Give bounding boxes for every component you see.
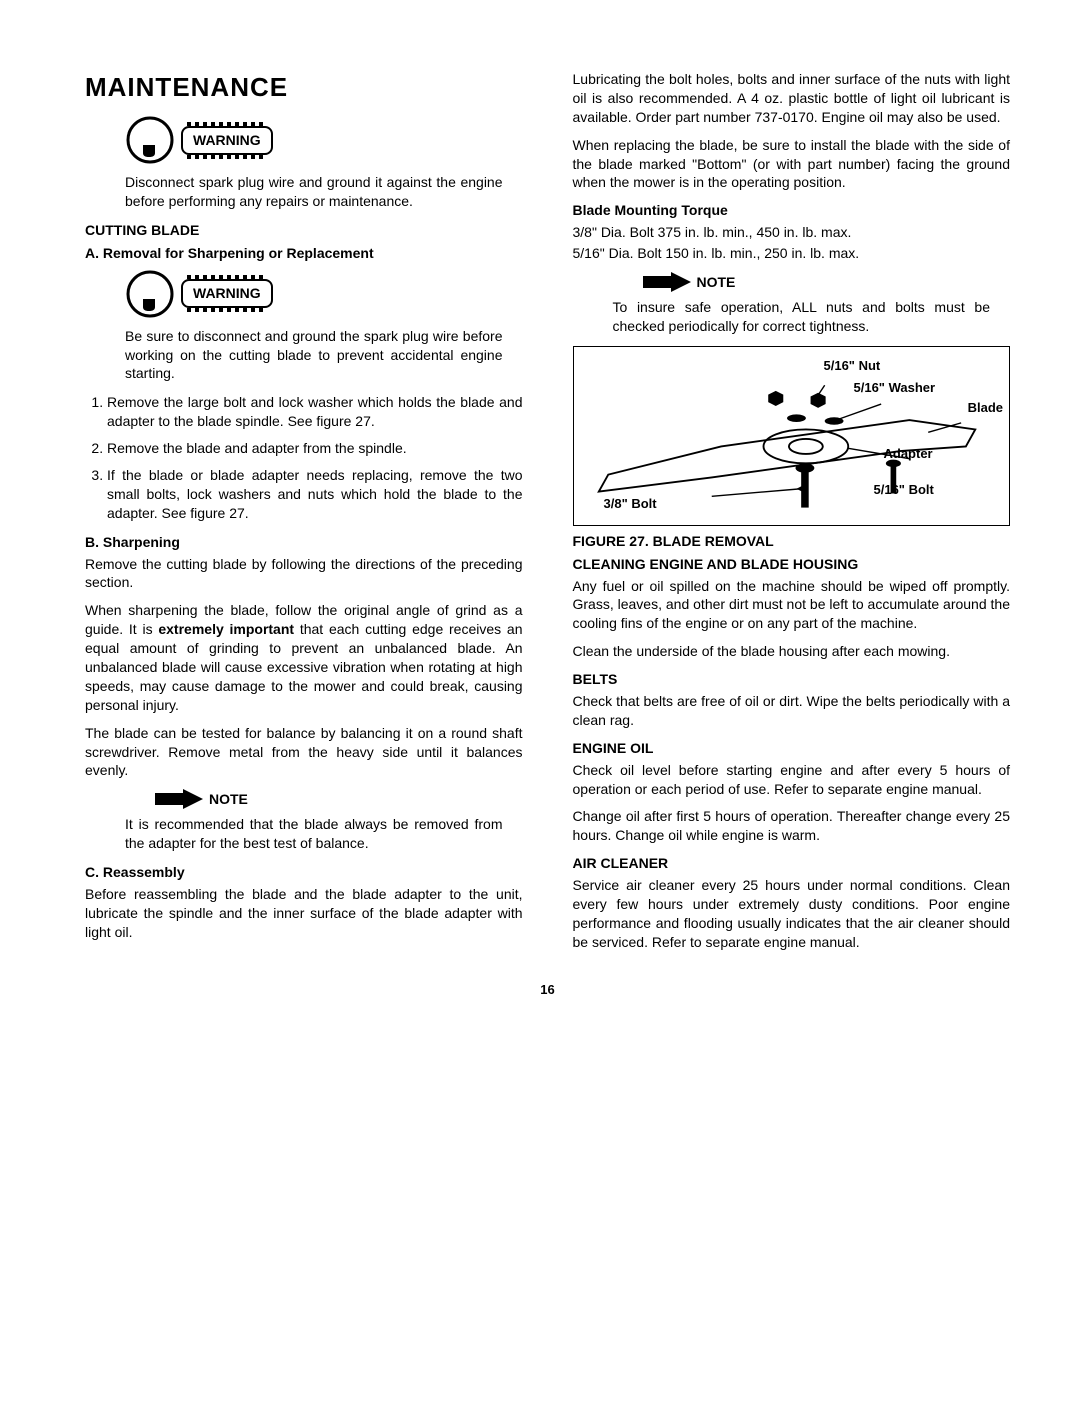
page-title: MAINTENANCE <box>85 70 523 105</box>
arrow-right-icon <box>155 789 203 809</box>
two-column-layout: MAINTENANCE WARNING Disconnect spark plu… <box>85 70 1010 961</box>
belts-p1: Check that belts are free of oil or dirt… <box>573 692 1011 730</box>
heading-belts: BELTS <box>573 670 1011 689</box>
figure-caption: FIGURE 27. BLADE REMOVAL <box>573 532 1011 551</box>
figure-27: 5/16" Nut 5/16" Washer Blade Adapter 3/8… <box>573 346 1011 526</box>
fig-label-adapter: Adapter <box>884 445 933 463</box>
warning-text-2: Be sure to disconnect and ground the spa… <box>125 327 503 384</box>
arrow-right-icon <box>643 272 691 292</box>
fig-label-bolt516: 5/16" Bolt <box>874 481 934 499</box>
fig-label-nut: 5/16" Nut <box>824 357 881 375</box>
lubrication-p1: Lubricating the bolt holes, bolts and in… <box>573 70 1011 127</box>
note-callout-2: NOTE <box>643 272 1011 292</box>
hand-warning-icon <box>125 269 175 319</box>
blade-diagram <box>584 357 1000 517</box>
bold-text: extremely important <box>158 621 294 637</box>
warning-label: WARNING <box>181 126 273 155</box>
list-item: If the blade or blade adapter needs repl… <box>107 466 523 523</box>
warning-callout-1: WARNING <box>125 115 523 165</box>
warning-label: WARNING <box>181 279 273 308</box>
hand-warning-icon <box>125 115 175 165</box>
note-text-2: To insure safe operation, ALL nuts and b… <box>613 298 991 336</box>
note-label: NOTE <box>697 273 736 292</box>
note-callout-1: NOTE <box>155 789 523 809</box>
left-column: MAINTENANCE WARNING Disconnect spark plu… <box>85 70 523 961</box>
heading-sharpening: B. Sharpening <box>85 533 523 552</box>
oil-p2: Change oil after first 5 hours of operat… <box>573 807 1011 845</box>
heading-cleaning: CLEANING ENGINE AND BLADE HOUSING <box>573 555 1011 574</box>
page-number: 16 <box>85 981 1010 999</box>
list-item: Remove the blade and adapter from the sp… <box>107 439 523 458</box>
right-column: Lubricating the bolt holes, bolts and in… <box>573 70 1011 961</box>
fig-label-washer: 5/16" Washer <box>854 379 936 397</box>
reassembly-p1: Before reassembling the blade and the bl… <box>85 885 523 942</box>
heading-removal: A. Removal for Sharpening or Replacement <box>85 244 523 263</box>
heading-bmt: Blade Mounting Torque <box>573 201 1011 220</box>
note-label: NOTE <box>209 790 248 809</box>
heading-air-cleaner: AIR CLEANER <box>573 854 1011 873</box>
oil-p1: Check oil level before starting engine a… <box>573 761 1011 799</box>
air-p1: Service air cleaner every 25 hours under… <box>573 876 1011 952</box>
sharpening-p3: The blade can be tested for balance by b… <box>85 724 523 781</box>
sharpening-p2: When sharpening the blade, follow the or… <box>85 601 523 714</box>
blade-replace-p: When replacing the blade, be sure to ins… <box>573 136 1011 193</box>
fig-label-blade: Blade <box>968 399 1003 417</box>
note-text-1: It is recommended that the blade always … <box>125 815 503 853</box>
bmt-line2: 5/16" Dia. Bolt 150 in. lb. min., 250 in… <box>573 244 1011 263</box>
warning-callout-2: WARNING <box>125 269 523 319</box>
heading-reassembly: C. Reassembly <box>85 863 523 882</box>
list-item: Remove the large bolt and lock washer wh… <box>107 393 523 431</box>
heading-cutting-blade: CUTTING BLADE <box>85 221 523 240</box>
fig-label-bolt38: 3/8" Bolt <box>604 495 657 513</box>
warning-text-1: Disconnect spark plug wire and ground it… <box>125 173 503 211</box>
heading-engine-oil: ENGINE OIL <box>573 739 1011 758</box>
cleaning-p1: Any fuel or oil spilled on the machine s… <box>573 577 1011 634</box>
removal-steps: Remove the large bolt and lock washer wh… <box>85 393 523 522</box>
bmt-line1: 3/8" Dia. Bolt 375 in. lb. min., 450 in.… <box>573 223 1011 242</box>
cleaning-p2: Clean the underside of the blade housing… <box>573 642 1011 661</box>
sharpening-p1: Remove the cutting blade by following th… <box>85 555 523 593</box>
